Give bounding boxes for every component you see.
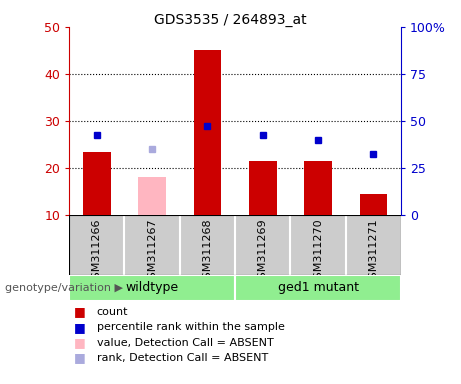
Text: GSM311268: GSM311268 xyxy=(202,218,213,286)
Text: GSM311269: GSM311269 xyxy=(258,218,268,286)
Bar xyxy=(360,194,387,215)
Text: ■: ■ xyxy=(74,321,85,334)
Text: ged1 mutant: ged1 mutant xyxy=(278,281,359,295)
Text: ■: ■ xyxy=(74,351,85,364)
Text: GSM311270: GSM311270 xyxy=(313,218,323,286)
Bar xyxy=(235,275,401,301)
Text: count: count xyxy=(97,307,128,317)
Text: ■: ■ xyxy=(74,336,85,349)
Text: rank, Detection Call = ABSENT: rank, Detection Call = ABSENT xyxy=(97,353,268,363)
Bar xyxy=(83,152,111,215)
Text: wildtype: wildtype xyxy=(125,281,179,295)
Bar xyxy=(249,161,277,215)
Bar xyxy=(69,275,235,301)
Text: GSM311271: GSM311271 xyxy=(368,218,378,286)
Text: GDS3535 / 264893_at: GDS3535 / 264893_at xyxy=(154,13,307,27)
Bar xyxy=(138,177,166,215)
Text: percentile rank within the sample: percentile rank within the sample xyxy=(97,322,285,332)
Text: value, Detection Call = ABSENT: value, Detection Call = ABSENT xyxy=(97,338,273,348)
Text: genotype/variation ▶: genotype/variation ▶ xyxy=(5,283,123,293)
Text: GSM311266: GSM311266 xyxy=(92,218,102,286)
Text: GSM311267: GSM311267 xyxy=(147,218,157,286)
Text: ■: ■ xyxy=(74,305,85,318)
Bar xyxy=(304,161,332,215)
Bar xyxy=(194,50,221,215)
